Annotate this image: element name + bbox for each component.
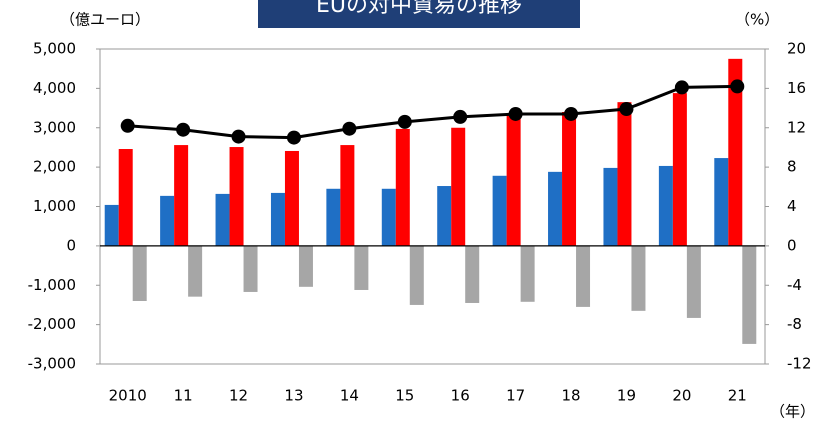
bar (298, 245, 313, 287)
bar (714, 158, 729, 246)
y2-tick-label: 8 (787, 158, 797, 176)
bar (118, 149, 133, 246)
line-point (286, 130, 301, 145)
bar (215, 193, 230, 246)
bar (132, 245, 147, 301)
y-tick-label: -1,000 (28, 276, 76, 294)
bar (229, 147, 244, 246)
line-point (120, 118, 135, 133)
x-tick-label: 12 (229, 387, 248, 405)
line-point (508, 106, 523, 121)
bar (728, 58, 743, 246)
bar (465, 245, 480, 303)
x-unit: （年） (770, 403, 815, 421)
bar (395, 128, 410, 246)
y2-unit: （%） (735, 11, 779, 29)
y2-tick-label: 4 (787, 197, 797, 215)
x-tick-label: 11 (174, 387, 193, 405)
bar (562, 112, 577, 246)
x-tick-label: 18 (561, 387, 580, 405)
bar (326, 188, 341, 246)
bar (174, 145, 189, 246)
line-point (176, 122, 191, 137)
x-tick-label: 15 (395, 387, 414, 405)
bar (520, 245, 535, 302)
bar (506, 113, 521, 246)
x-tick-label: 16 (451, 387, 470, 405)
chart-title: EUの対中貿易の推移 (316, 0, 522, 18)
bar (409, 245, 424, 305)
x-tick-label: 21 (728, 387, 747, 405)
line-point (619, 102, 634, 117)
y-tick-label: 3,000 (33, 118, 76, 136)
bar (492, 175, 507, 246)
y-tick-label: 2,000 (33, 158, 76, 176)
bar (548, 171, 563, 246)
y2-tick-label: -12 (787, 355, 812, 373)
bar (451, 127, 466, 246)
bar (284, 150, 299, 246)
line-point (674, 80, 689, 95)
bar (631, 245, 646, 311)
x-tick-label: 17 (506, 387, 525, 405)
title-box (258, 0, 580, 28)
line-point (564, 106, 579, 121)
bar (686, 245, 701, 318)
x-tick-label: 14 (340, 387, 359, 405)
y-tick-label: 1,000 (33, 197, 76, 215)
y2-tick-label: 12 (787, 118, 806, 136)
line-point (342, 121, 357, 136)
bar (381, 188, 396, 246)
bar (658, 165, 673, 246)
bar (160, 195, 175, 246)
bar (437, 186, 452, 246)
line-point (231, 129, 246, 144)
y-unit: （億ユーロ） (60, 11, 150, 29)
bar (104, 204, 119, 246)
bar (270, 192, 285, 246)
bar (617, 102, 632, 246)
y-tick-label: 4,000 (33, 79, 76, 97)
x-tick-label: 20 (672, 387, 691, 405)
x-tick-label: 13 (284, 387, 303, 405)
bar (188, 245, 203, 297)
y-tick-label: 5,000 (33, 40, 76, 58)
y2-tick-label: 0 (787, 236, 797, 254)
line-point (453, 109, 468, 124)
bar (243, 245, 258, 292)
bar (354, 245, 369, 290)
x-tick-label: 19 (617, 387, 636, 405)
line-point (730, 79, 745, 94)
bar (340, 145, 355, 246)
bar (576, 245, 591, 307)
y2-tick-label: -8 (787, 315, 802, 333)
bar (742, 245, 757, 344)
y-tick-label: 0 (66, 236, 76, 254)
y2-tick-label: 20 (787, 40, 806, 58)
y-tick-label: -2,000 (28, 315, 76, 333)
bar (672, 93, 687, 246)
line-point (397, 114, 412, 129)
y2-tick-label: -4 (787, 276, 802, 294)
y-tick-label: -3,000 (28, 355, 76, 373)
x-tick-label: 2010 (109, 387, 147, 405)
bar (603, 167, 618, 246)
line (127, 84, 738, 140)
y2-tick-label: 16 (787, 79, 806, 97)
